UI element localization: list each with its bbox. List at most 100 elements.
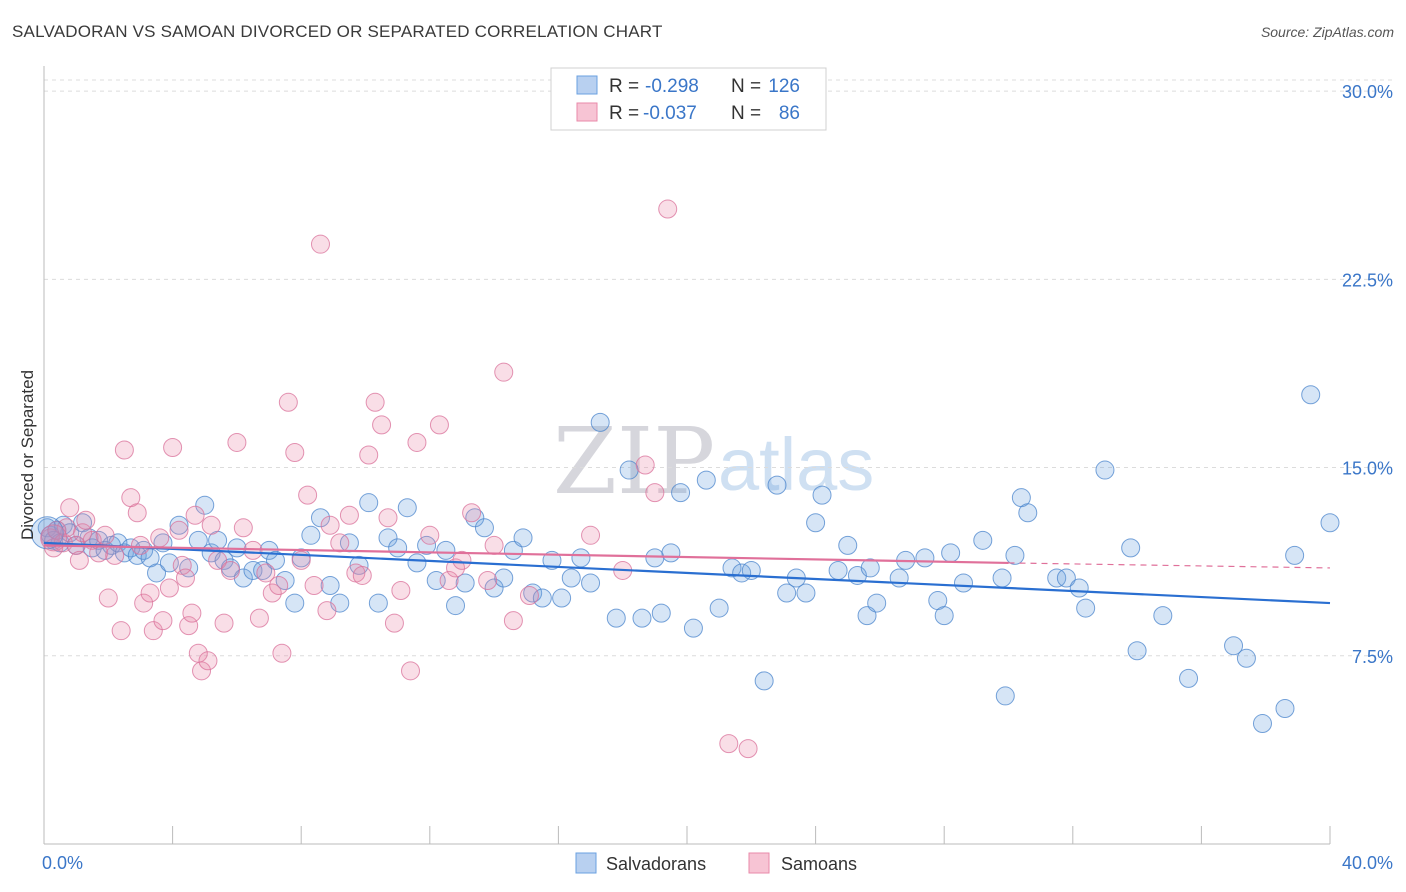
samoan-point-29 [175, 568, 195, 588]
salvadoran-point-102 [941, 543, 961, 563]
legend-n-value-2: 86 [779, 103, 800, 124]
x-tick-label-0: 0.0% [42, 853, 83, 873]
salvadoran-point-115 [1121, 538, 1141, 558]
salvadoran-point-69 [581, 573, 601, 593]
salvadoran-point-54 [436, 540, 456, 560]
legend-box: R = -0.298 N = 126 R = -0.037 N = 86 [550, 67, 827, 131]
samoan-point-25 [159, 578, 179, 598]
salvadoran-point-34 [253, 560, 273, 580]
salvadoran-point-110 [1047, 568, 1067, 588]
samoan-point-75 [484, 535, 504, 555]
samoan-point-19 [130, 535, 150, 555]
salvadoran-point-47 [368, 593, 388, 613]
salvadoran-point-114 [1095, 460, 1115, 480]
samoan-point-16 [114, 440, 134, 460]
samoan-point-13 [98, 588, 118, 608]
salvadoran-point-59 [484, 578, 504, 598]
salvadoran-point-94 [857, 606, 877, 626]
salvadoran-point-85 [767, 475, 787, 495]
samoan-point-28 [172, 555, 192, 575]
samoan-point-7 [69, 550, 89, 570]
samoan-point-8 [73, 523, 93, 543]
salvadoran-point-105 [992, 568, 1012, 588]
salvadoran-point-77 [671, 483, 691, 503]
samoan-point-70 [439, 570, 459, 590]
legend-n-label-1: N = [731, 76, 761, 97]
salvadoran-point-104 [973, 530, 993, 550]
samoan-point-59 [352, 565, 372, 585]
samoan-cluster-point [40, 524, 68, 552]
watermark-atlas: atlas [718, 423, 874, 506]
salvadoran-point-117 [1153, 606, 1173, 626]
samoan-point-85 [738, 739, 758, 759]
samoan-point-55 [320, 515, 340, 535]
salvadoran-point-125 [1320, 513, 1340, 533]
samoan-point-82 [645, 483, 665, 503]
samoan-point-54 [317, 601, 337, 621]
salvadoran-point-122 [1275, 698, 1295, 718]
samoan-point-66 [401, 661, 421, 681]
salvadoran-trend-line [43, 541, 1331, 605]
salvadoran-point-88 [796, 583, 816, 603]
samoan-point-78 [519, 586, 539, 606]
legend-r-label-1: R = [609, 76, 639, 97]
salvadoran-point-120 [1236, 648, 1256, 668]
salvadoran-point-55 [446, 596, 466, 616]
samoan-point-51 [298, 485, 318, 505]
salvadoran-point-49 [388, 538, 408, 558]
salvadoran-point-123 [1285, 545, 1305, 565]
samoan-point-77 [503, 611, 523, 631]
samoan-point-9 [76, 510, 96, 530]
salvadoran-point-78 [683, 618, 703, 638]
bottom-legend-samoans: Samoans [781, 854, 857, 874]
watermark-zip: ZIP [553, 408, 715, 515]
samoan-point-27 [169, 520, 189, 540]
bottom-legend-swatch-samoans [748, 852, 770, 874]
salvadoran-point-42 [320, 576, 340, 596]
salvadoran-point-58 [474, 518, 494, 538]
samoan-point-11 [89, 543, 109, 563]
salvadoran-point-20 [147, 563, 167, 583]
y-tick-label-1: 15.0% [1342, 459, 1393, 479]
salvadoran-point-38 [285, 593, 305, 613]
salvadoran-point-74 [645, 548, 665, 568]
axes [43, 66, 1331, 845]
salvadoran-point-76 [661, 543, 681, 563]
salvadoran-point-90 [812, 485, 832, 505]
tick-labels: 7.5% 15.0% 22.5% 30.0% 0.0% 40.0% [42, 82, 1393, 873]
salvadoran-point-111 [1056, 568, 1076, 588]
legend-r-label-2: R = [609, 103, 639, 124]
samoan-point-49 [285, 442, 305, 462]
legend-r-value-2: -0.037 [643, 103, 697, 124]
salvadoran-point-112 [1069, 578, 1089, 598]
samoan-point-5 [60, 498, 80, 518]
salvadoran-point-91 [828, 560, 848, 580]
samoan-point-64 [384, 613, 404, 633]
salvadoran-point-96 [867, 593, 887, 613]
salvadoran-point-84 [754, 671, 774, 691]
salvadoran-point-26 [195, 495, 215, 515]
salvadoran-point-60 [494, 568, 514, 588]
salvadoran-point-57 [465, 508, 485, 528]
samoan-point-20 [134, 593, 154, 613]
samoan-point-71 [446, 558, 466, 578]
samoan-point-60 [359, 445, 379, 465]
salvadoran-point-68 [571, 548, 591, 568]
samoan-point-18 [127, 503, 147, 523]
samoan-point-46 [269, 576, 289, 596]
salvadoran-point-37 [275, 570, 295, 590]
samoan-point-47 [272, 643, 292, 663]
samoan-point-81 [635, 455, 655, 475]
trend-lines [43, 541, 1331, 605]
samoan-point-44 [256, 563, 276, 583]
scatter-points [30, 199, 1340, 759]
salvadoran-point-51 [407, 553, 427, 573]
y-tick-label-3: 30.0% [1342, 82, 1393, 102]
salvadoran-point-48 [378, 528, 398, 548]
samoan-point-31 [182, 603, 202, 623]
samoan-trend-extension [1008, 562, 1331, 569]
samoan-point-15 [111, 621, 131, 641]
samoan-point-84 [719, 734, 739, 754]
samoan-point-35 [198, 651, 218, 671]
